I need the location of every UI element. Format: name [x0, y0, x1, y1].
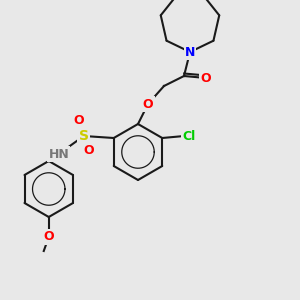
Text: O: O — [83, 145, 94, 158]
Bar — [84, 146, 93, 155]
Bar — [78, 130, 89, 142]
Bar — [185, 47, 194, 56]
Text: Cl: Cl — [183, 130, 196, 142]
Text: N: N — [185, 46, 195, 59]
Bar — [51, 149, 67, 158]
Bar — [74, 116, 83, 125]
Bar — [143, 100, 152, 109]
Text: O: O — [74, 115, 84, 128]
Bar — [44, 232, 53, 241]
Bar — [181, 131, 197, 140]
Text: O: O — [44, 230, 54, 244]
Text: O: O — [201, 71, 211, 85]
Text: S: S — [79, 129, 89, 143]
Bar — [202, 74, 211, 82]
Text: O: O — [143, 98, 153, 110]
Text: HN: HN — [48, 148, 69, 160]
